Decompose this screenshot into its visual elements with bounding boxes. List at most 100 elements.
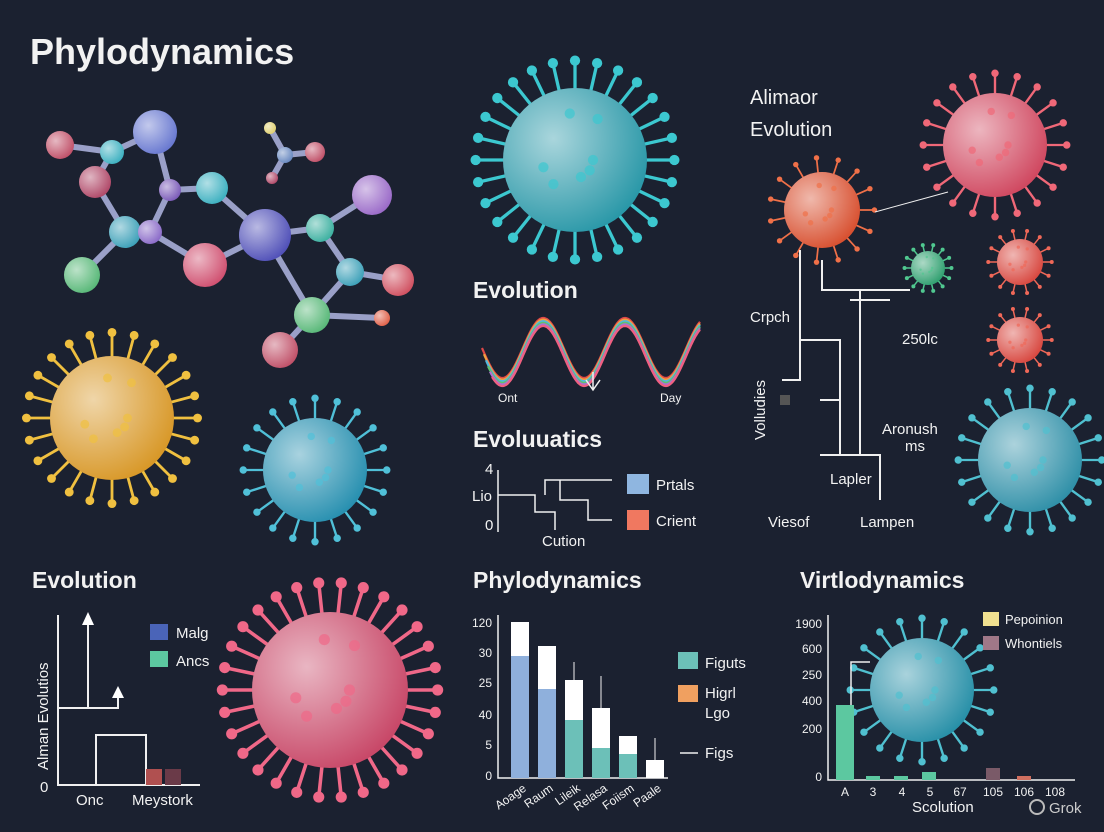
- spike-tip: [289, 398, 297, 406]
- virus-shine: [911, 251, 945, 285]
- virus-dot: [538, 162, 549, 173]
- virus-dot: [318, 634, 330, 646]
- virus-dot: [1024, 338, 1028, 342]
- spike-tip: [850, 664, 858, 672]
- atom-shine: [306, 214, 334, 242]
- spike-tip: [591, 251, 603, 263]
- label: Volludies: [752, 380, 769, 440]
- virus: [216, 577, 444, 803]
- atom-shine: [277, 147, 293, 163]
- spike-tip: [291, 582, 303, 594]
- spike-tip: [1063, 141, 1071, 149]
- virus-shine: [784, 172, 860, 248]
- spike-tip: [1026, 384, 1034, 392]
- tick-label: 600: [802, 642, 822, 656]
- tick-label: 0: [485, 517, 493, 534]
- x-label: 67: [953, 785, 967, 799]
- spike-tip: [569, 254, 581, 265]
- virus-dot: [295, 483, 304, 492]
- spike-tip: [181, 456, 191, 466]
- spike-tip: [422, 728, 434, 740]
- watermark: Grok: [1049, 800, 1082, 817]
- spike-tip: [270, 591, 282, 603]
- spike-tip: [369, 424, 377, 432]
- spike-tip: [243, 488, 251, 496]
- x-label: 106: [1014, 785, 1034, 799]
- tick-label: 120: [472, 616, 492, 630]
- virus-dot: [1036, 463, 1045, 472]
- spike-tip: [226, 640, 238, 652]
- atom-shine: [264, 122, 276, 134]
- virus-shine: [870, 638, 974, 742]
- virus-dot: [1011, 346, 1015, 350]
- spike-tip: [1025, 229, 1030, 234]
- spike-tip: [949, 83, 957, 91]
- axis-label: Alman Evolutios: [35, 662, 52, 770]
- atom-shine: [262, 332, 298, 368]
- spike-tip: [960, 628, 968, 636]
- atom-shine: [183, 243, 227, 287]
- spike-tip: [902, 266, 907, 270]
- virus-dot: [934, 656, 943, 665]
- virus: [470, 55, 680, 265]
- block: [146, 769, 162, 785]
- x-label: Onc: [76, 792, 104, 809]
- label: Day: [660, 391, 681, 405]
- spike-tip: [569, 55, 581, 66]
- atom-shine: [159, 179, 181, 201]
- spike-tip: [911, 247, 916, 252]
- spike-tip: [85, 496, 95, 506]
- virus: [986, 229, 1054, 295]
- virus-dot: [975, 158, 984, 167]
- virus-dot: [327, 436, 336, 445]
- spike-tip: [1094, 434, 1102, 442]
- strand: [491, 324, 701, 388]
- virus-dot: [321, 473, 330, 482]
- atom-shine: [294, 297, 330, 333]
- spike-tip: [429, 706, 441, 718]
- atom-shine: [46, 131, 74, 159]
- spike-tip: [949, 199, 957, 207]
- x-label: Meystork: [132, 792, 193, 809]
- spike-tip: [383, 466, 391, 474]
- spike-tip: [150, 339, 160, 349]
- virus-dot: [919, 268, 922, 271]
- spike-tip: [1046, 324, 1051, 329]
- spike-tip: [976, 728, 984, 736]
- spike-tip: [931, 288, 936, 293]
- virus-dot: [1024, 260, 1028, 264]
- virus-dot: [1023, 341, 1027, 345]
- virus-dot: [1003, 461, 1011, 469]
- spike-tip: [986, 338, 991, 342]
- virus-dot: [324, 466, 332, 474]
- virus-dot: [1016, 245, 1020, 249]
- spike-tip: [940, 284, 945, 289]
- virus-dot: [120, 422, 130, 432]
- spike-tip: [911, 284, 916, 289]
- spike-tip: [1013, 73, 1021, 81]
- atom-shine: [374, 310, 390, 326]
- spike-tip: [876, 628, 884, 636]
- spike-tip: [472, 132, 484, 144]
- spike-tip: [313, 791, 325, 803]
- spike-tip: [947, 276, 952, 281]
- atom-shine: [352, 175, 392, 215]
- spike-tip: [813, 259, 820, 265]
- spike-tip: [931, 243, 936, 248]
- spike-tip: [1033, 83, 1041, 91]
- spike-tip: [968, 498, 976, 506]
- spike-tip: [591, 57, 603, 69]
- spike-tip: [219, 706, 231, 718]
- spike-tip: [949, 266, 954, 270]
- spike-tip: [1010, 229, 1015, 234]
- spike-tip: [480, 111, 491, 123]
- tick-label: 250: [802, 668, 822, 682]
- arrows: [82, 612, 124, 698]
- legend-label: Higrl: [705, 685, 736, 702]
- spike-tip: [270, 777, 282, 789]
- spike-tip: [480, 197, 491, 209]
- spike-tip: [904, 255, 909, 260]
- spike-tip: [958, 434, 966, 442]
- spike-tip: [335, 577, 347, 589]
- virus-dot: [928, 693, 937, 702]
